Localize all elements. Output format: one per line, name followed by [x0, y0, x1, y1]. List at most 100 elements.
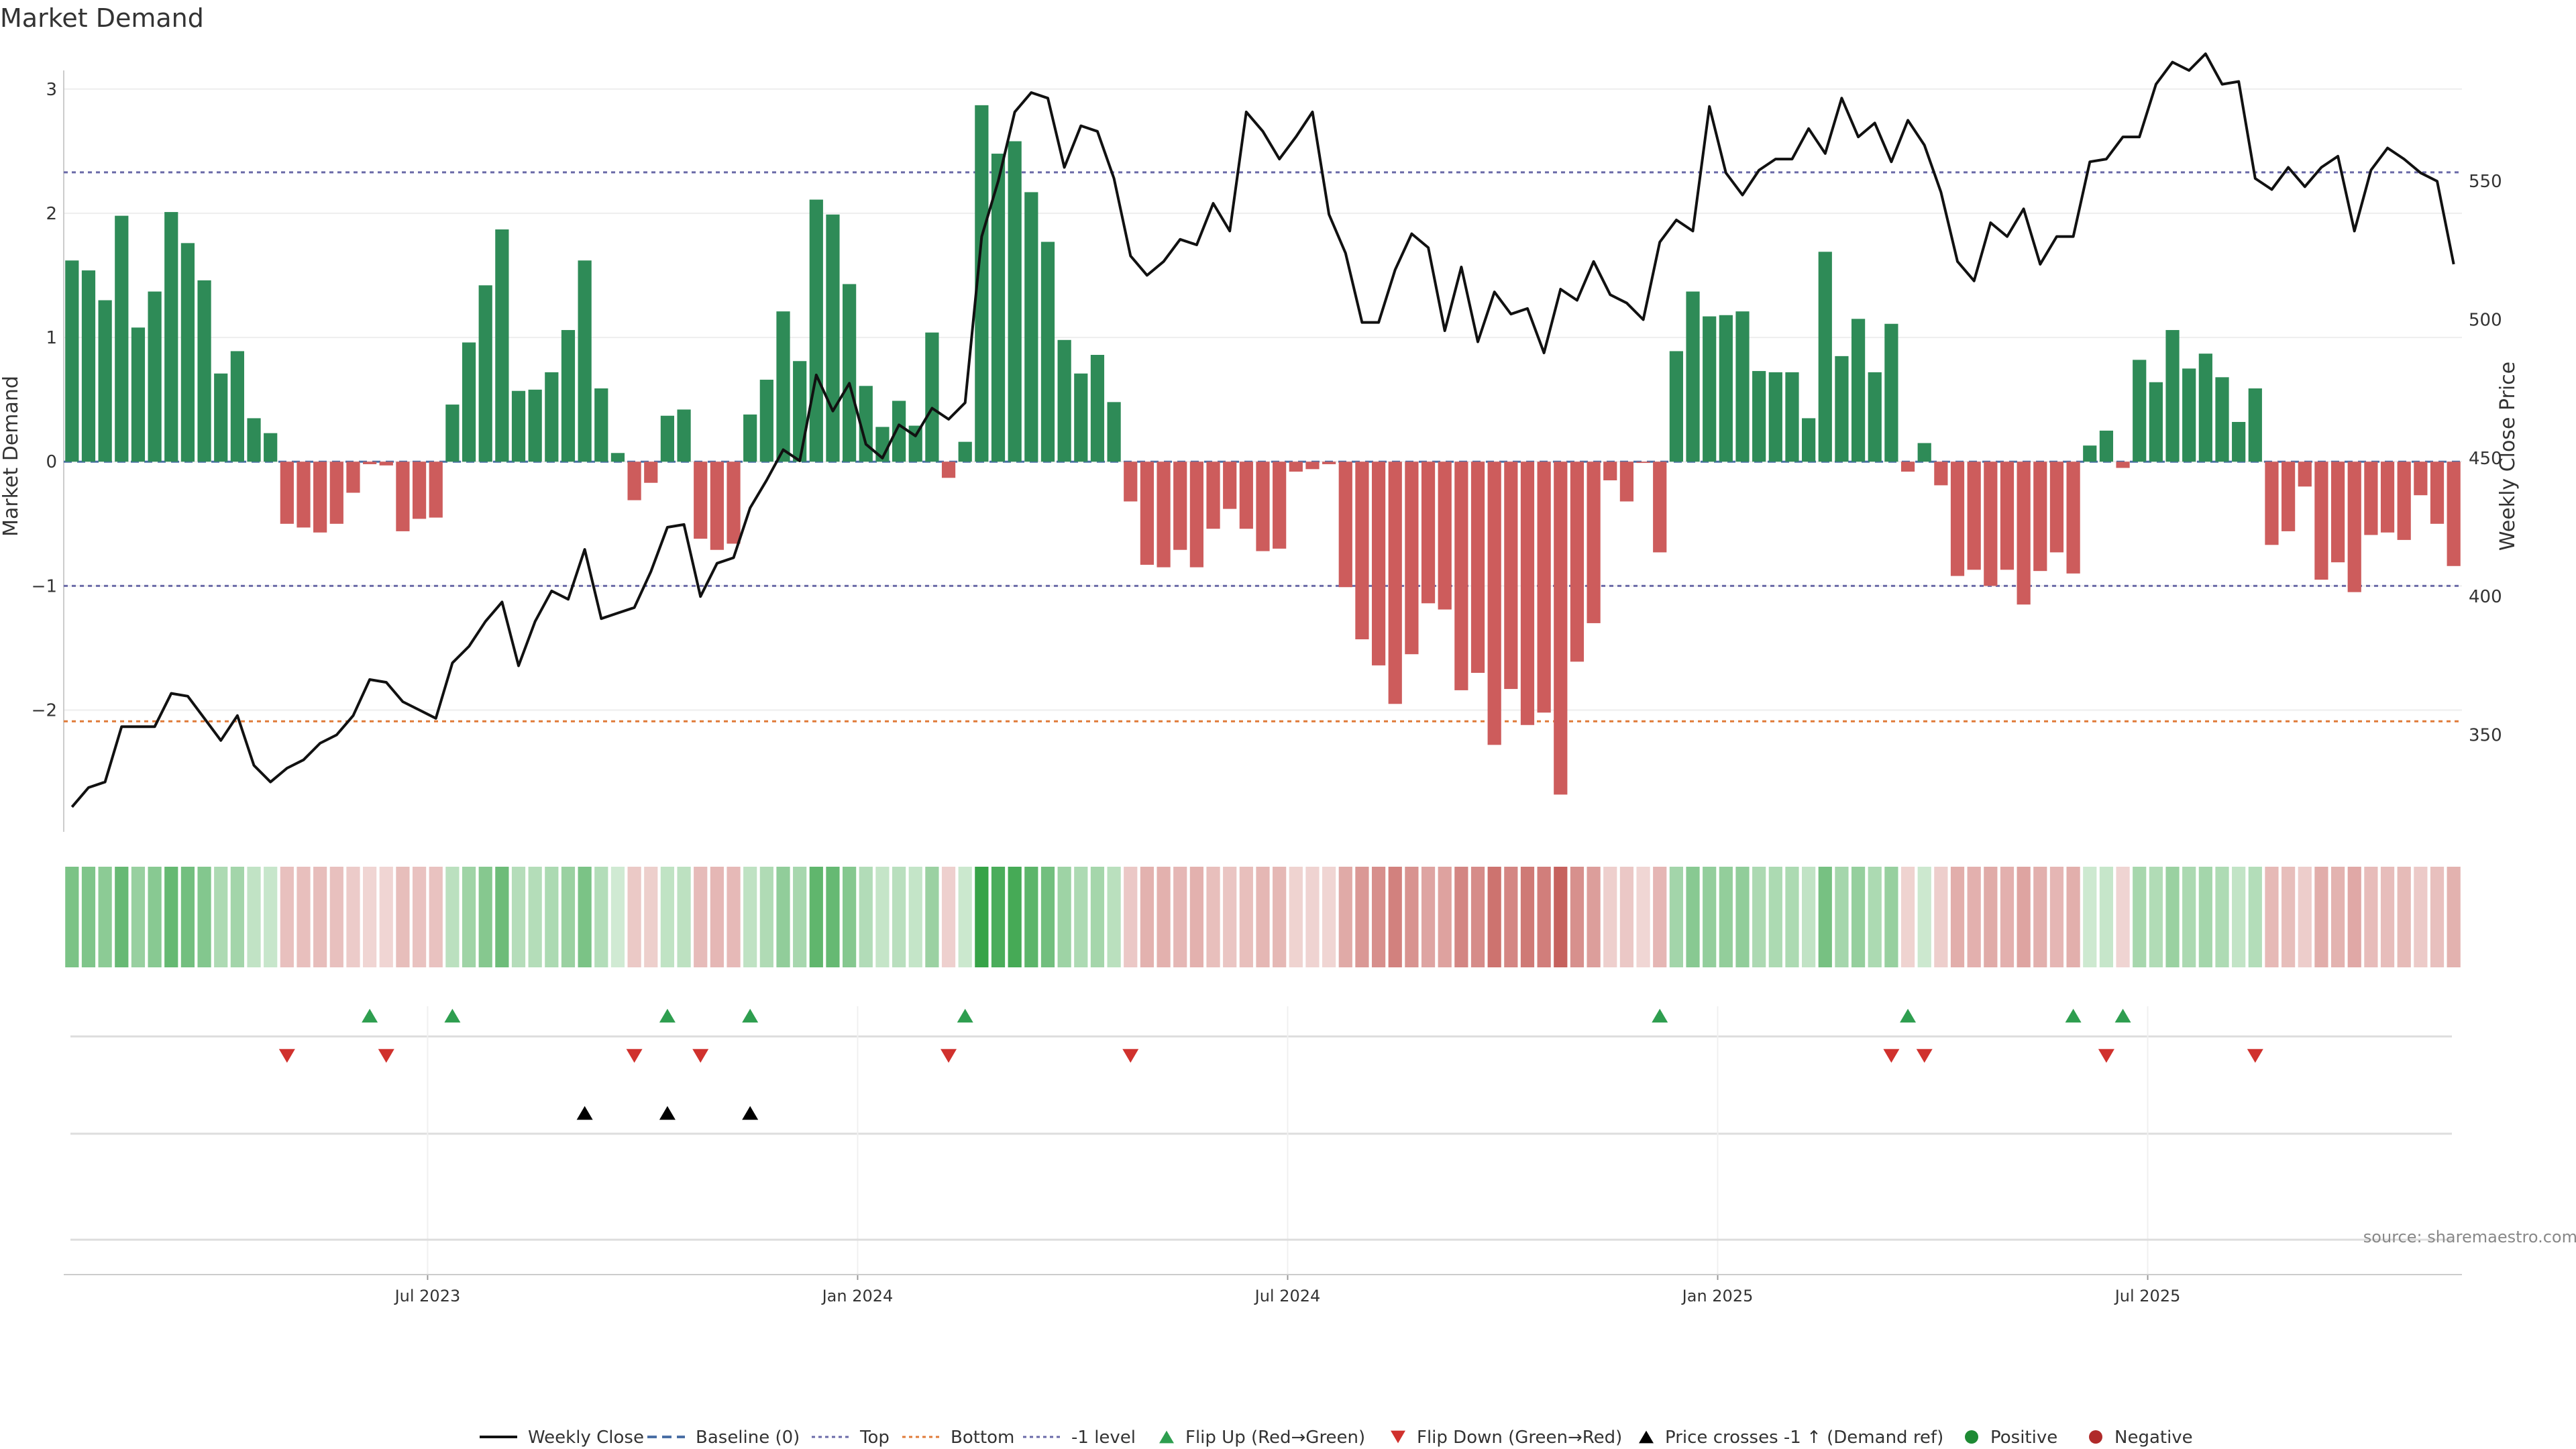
legend: Weekly Close Baseline (0) Top Bottom -1 leve…: [480, 1428, 2193, 1448]
demand-bar: [1868, 372, 1882, 462]
flip-up-marker: [957, 1008, 973, 1023]
heat-cell: [280, 867, 294, 967]
heat-cell: [429, 867, 443, 967]
legend-marker: [1159, 1430, 1174, 1444]
demand-bar: [1487, 462, 1501, 745]
demand-bar: [445, 405, 460, 462]
legend-marker: [1639, 1430, 1654, 1444]
legend-label: Negative: [2114, 1428, 2193, 1448]
demand-bar: [2397, 462, 2411, 540]
demand-bar: [1239, 462, 1253, 529]
heat-cell: [2099, 867, 2114, 967]
demand-bar: [2017, 462, 2031, 605]
heat-cell: [627, 867, 641, 967]
heat-cell: [941, 867, 956, 967]
demand-bar: [1520, 462, 1535, 725]
demand-bar: [1984, 462, 1998, 586]
heat-cell: [412, 867, 427, 967]
heat-cell: [1008, 867, 1022, 967]
demand-bar: [2049, 462, 2064, 553]
y-left-tick-label: −2: [32, 701, 57, 721]
heat-cell: [1950, 867, 1965, 967]
demand-bar: [2066, 462, 2080, 574]
heat-cell: [776, 867, 790, 967]
heat-cell: [1900, 867, 1915, 967]
y-left-tick-label: 3: [46, 80, 57, 100]
demand-bar: [2149, 382, 2163, 462]
demand-bar: [429, 462, 443, 518]
demand-bar: [1884, 323, 1898, 462]
demand-bar: [2116, 462, 2130, 468]
demand-bar: [2282, 462, 2296, 531]
heat-cell: [1554, 867, 1568, 967]
demand-bar: [297, 462, 311, 528]
heat-cell: [2049, 867, 2064, 967]
heat-cell: [511, 867, 526, 967]
demand-bar: [1934, 462, 1948, 486]
demand-bar: [2380, 462, 2395, 533]
demand-bar: [1024, 192, 1038, 462]
demand-bar: [578, 260, 592, 462]
heat-cell: [958, 867, 972, 967]
heat-cell: [1487, 867, 1501, 967]
x-tick-label: Jul 2024: [1254, 1287, 1321, 1305]
y-right-tick-label: 500: [2469, 310, 2502, 330]
heat-cell: [1355, 867, 1369, 967]
legend-label: -1 level: [1071, 1428, 1136, 1448]
flip-down-marker: [1916, 1049, 1933, 1063]
legend-label: Price crosses -1 ↑ (Demand ref): [1665, 1428, 1943, 1448]
heat-cell: [2298, 867, 2312, 967]
demand-bar: [478, 285, 492, 462]
flip-up-marker: [362, 1008, 378, 1023]
y-axis-label-left: Market Demand: [0, 376, 23, 537]
demand-bar: [1619, 462, 1634, 502]
demand-bar: [1371, 462, 1386, 665]
price-line-group: [70, 52, 2455, 808]
demand-bar: [892, 400, 906, 462]
demand-bar: [843, 284, 857, 462]
flip-down-marker: [1883, 1049, 1900, 1063]
y-right-tick-label: 400: [2469, 587, 2502, 607]
demand-bar: [743, 414, 757, 462]
heat-cell: [396, 867, 410, 967]
heat-cell: [694, 867, 708, 967]
demand-bar: [826, 214, 840, 462]
y-left-tick-label: 0: [46, 452, 57, 472]
price-cross-marker: [576, 1106, 593, 1120]
heat-cell: [991, 867, 1006, 967]
heat-strip: [65, 867, 2461, 967]
demand-bar: [2364, 462, 2378, 535]
demand-bar: [1405, 462, 1419, 655]
heat-cell: [1520, 867, 1535, 967]
heat-cell: [1438, 867, 1452, 967]
demand-bar: [1421, 462, 1436, 604]
heat-cell: [2017, 867, 2031, 967]
y-axis-label-right: Weekly Close Price: [2496, 362, 2520, 551]
demand-bar: [610, 453, 625, 462]
heat-cell: [1851, 867, 1866, 967]
heat-cell: [148, 867, 162, 967]
demand-bar: [1835, 356, 1849, 462]
heat-cell: [1421, 867, 1436, 967]
demand-bar: [1950, 462, 1965, 576]
heat-cell: [1752, 867, 1766, 967]
demand-bar: [1057, 339, 1071, 462]
heat-cell: [1669, 867, 1683, 967]
legend-label: Flip Up (Red→Green): [1185, 1428, 1365, 1448]
heat-cell: [1074, 867, 1088, 967]
heat-cell: [2330, 867, 2345, 967]
heat-cell: [164, 867, 178, 967]
heat-cell: [65, 867, 79, 967]
heat-cell: [2447, 867, 2461, 967]
heat-cell: [346, 867, 360, 967]
demand-bar: [1917, 443, 1931, 462]
demand-bar: [280, 462, 294, 524]
flip-up-marker: [742, 1008, 759, 1023]
demand-bar: [528, 389, 542, 462]
heat-cell: [759, 867, 773, 967]
price-cross-markers: [70, 1106, 2452, 1135]
demand-bar: [329, 462, 343, 524]
heat-cell: [98, 867, 112, 967]
demand-bar: [2083, 445, 2097, 462]
